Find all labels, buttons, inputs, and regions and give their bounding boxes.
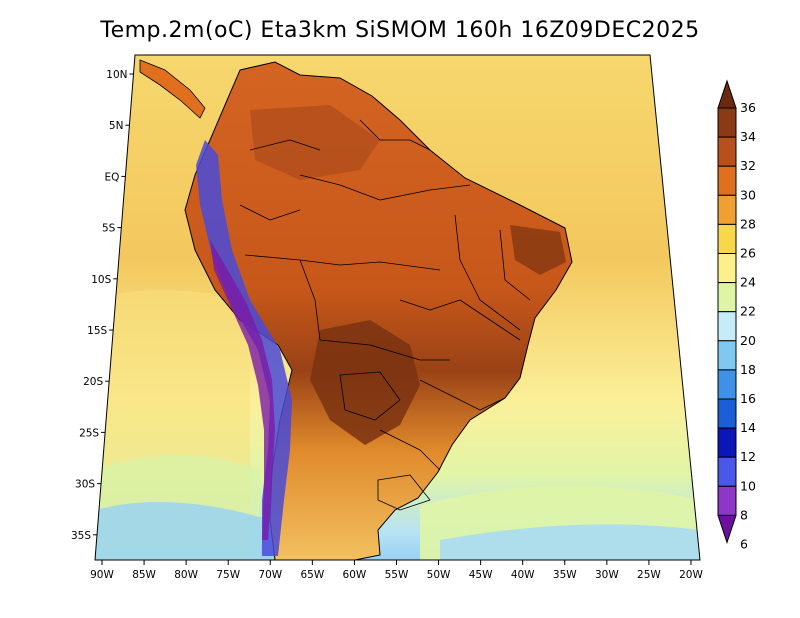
central-america-land [139, 59, 206, 119]
colorbar-label: 30 [740, 187, 756, 202]
amazon-warm-region [250, 105, 380, 180]
lon-label: 20W [679, 569, 703, 581]
lat-label: 25S [79, 427, 99, 439]
colorbar-segment [717, 456, 737, 487]
map-domain [95, 55, 700, 560]
colorbar-label: 20 [740, 333, 756, 348]
colorbar-segment [717, 311, 737, 342]
colorbar-segment [717, 427, 737, 458]
northeast-hot-region [510, 225, 566, 275]
colorbar-segment [717, 282, 737, 313]
colorbar-bottom-arrow [717, 514, 737, 544]
lon-label: 90W [90, 569, 114, 581]
lat-label: 20S [83, 376, 103, 388]
lat-label: 10N [106, 69, 127, 81]
colorbar-segment [717, 136, 737, 167]
lat-label: 15S [87, 325, 107, 337]
colorbar-segment [717, 485, 737, 516]
lon-label: 70W [258, 569, 282, 581]
lat-label: 30S [75, 479, 95, 491]
colorbar-segment [717, 223, 737, 254]
colorbar-label: 14 [740, 420, 756, 435]
lon-label: 35W [553, 569, 577, 581]
colorbar-label: 10 [740, 478, 756, 493]
lon-label: 25W [637, 569, 661, 581]
colorbar: 36 34 32 30 28 26 24 22 20 18 16 14 12 10 8 6 [717, 79, 756, 552]
lon-label: 85W [132, 569, 156, 581]
colorbar-label: 12 [740, 449, 756, 464]
colorbar-label: 8 [740, 507, 748, 522]
colorbar-segment [717, 165, 737, 196]
colorbar-top-arrow [717, 79, 737, 109]
lon-label: 55W [385, 569, 409, 581]
colorbar-label: 32 [740, 158, 756, 173]
colorbar-label: 36 [740, 100, 756, 115]
colorbar-label: 34 [740, 129, 756, 144]
andes-freeze-core [210, 240, 275, 540]
lon-label: 50W [427, 569, 451, 581]
colorbar-label: 6 [740, 537, 748, 552]
lat-label: 35S [71, 530, 91, 542]
lon-label: 80W [174, 569, 198, 581]
colorbar-label: 28 [740, 216, 756, 231]
colorbar-segment [717, 398, 737, 429]
lat-label: 5S [102, 223, 116, 235]
lon-label: 45W [469, 569, 493, 581]
atlantic-cold-zone [440, 524, 700, 560]
lat-label: 5N [109, 120, 124, 132]
lon-label: 65W [300, 569, 324, 581]
longitude-axis: 90W 85W 80W 75W 70W 65W 60W 55W 50W 45W 40W 35W 30W 2… [90, 560, 703, 581]
colorbar-segment [717, 369, 737, 400]
colorbar-segment [717, 340, 737, 371]
latitude-axis: 10N 5N EQ 5S 10S 15S 20S 25S 30S 35S [71, 69, 134, 542]
pacific-cold-zone [95, 502, 270, 560]
lat-label: EQ [104, 171, 119, 183]
colorbar-label: 26 [740, 246, 756, 261]
colorbar-label: 18 [740, 362, 756, 377]
colorbar-segment [717, 253, 737, 284]
country-borders [239, 119, 531, 511]
lat-label: 10S [91, 274, 111, 286]
lon-label: 75W [216, 569, 240, 581]
lon-label: 60W [343, 569, 367, 581]
map-title: Temp.2m(oC) Eta3km SiSMOM 160h 16Z09DEC2… [100, 18, 700, 43]
map-frame [94, 54, 701, 561]
colorbar-segment [717, 194, 737, 225]
colorbar-segment [717, 107, 737, 138]
colorbar-label: 24 [740, 275, 756, 290]
colorbar-label: 22 [740, 304, 756, 319]
lon-label: 30W [595, 569, 619, 581]
lon-label: 40W [511, 569, 535, 581]
hot-core-region [310, 320, 420, 445]
colorbar-label: 16 [740, 391, 756, 406]
